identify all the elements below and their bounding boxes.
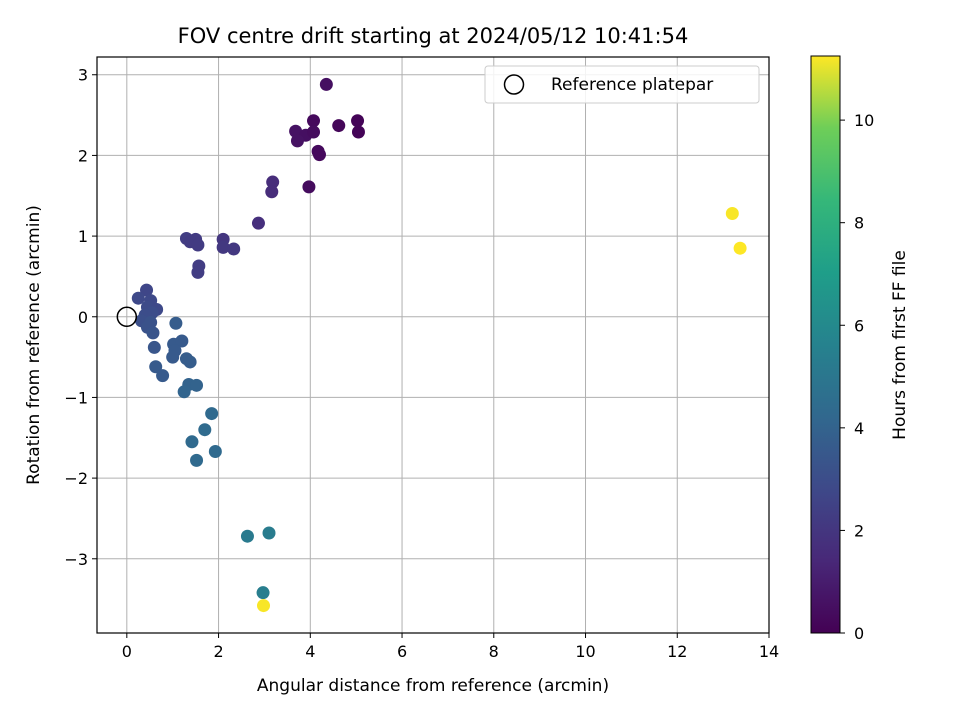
plot-area-frame <box>96 56 770 634</box>
data-point <box>147 340 161 354</box>
legend-marker <box>503 74 525 95</box>
data-point <box>149 360 163 374</box>
data-point <box>307 114 321 128</box>
data-point <box>190 453 204 467</box>
data-point <box>351 114 365 128</box>
data-point <box>319 77 333 91</box>
data-point <box>140 283 154 297</box>
y-axis-ticks: −3 −2 −1 0 1 2 3 <box>64 66 97 569</box>
x-tick-label: 4 <box>305 642 315 661</box>
legend: Reference platepar <box>484 65 760 104</box>
legend-box <box>484 65 760 104</box>
colorbar-label: Hours from first FF file <box>890 250 910 440</box>
x-axis-ticks: 0 2 4 6 8 10 12 14 <box>122 633 779 661</box>
x-tick-label: 14 <box>759 642 779 661</box>
data-point <box>302 180 316 194</box>
colorbar-tick-label: 8 <box>854 214 864 233</box>
data-point <box>290 134 304 148</box>
data-point <box>183 355 197 369</box>
colorbar-tick-label: 10 <box>854 111 874 130</box>
x-tick-label: 0 <box>122 642 132 661</box>
data-point <box>733 241 747 255</box>
y-tick-label: 1 <box>78 227 88 246</box>
data-point <box>266 175 280 189</box>
y-tick-label: −1 <box>64 388 88 407</box>
data-point <box>332 119 346 133</box>
data-point <box>307 125 321 139</box>
data-point <box>166 350 180 364</box>
data-point <box>177 385 191 399</box>
data-point <box>240 529 254 543</box>
data-point <box>251 216 265 230</box>
data-point <box>146 326 160 340</box>
data-point <box>289 124 303 138</box>
y-tick-label: 3 <box>78 66 88 85</box>
colorbar-tick-label: 0 <box>854 624 864 643</box>
y-tick-label: 2 <box>78 146 88 165</box>
data-point <box>185 435 199 449</box>
data-point <box>312 148 326 162</box>
data-point <box>169 316 183 330</box>
y-tick-label: −2 <box>64 469 88 488</box>
x-tick-label: 6 <box>397 642 407 661</box>
data-point <box>191 265 205 279</box>
colorbar-gradient <box>810 55 841 634</box>
data-point <box>190 378 204 392</box>
data-point <box>205 407 219 421</box>
colorbar-tick-label: 4 <box>854 419 864 438</box>
data-point <box>175 334 189 348</box>
x-tick-label: 8 <box>489 642 499 661</box>
colorbar-tick-label: 6 <box>854 316 864 335</box>
x-tick-label: 2 <box>213 642 223 661</box>
data-point <box>265 185 279 199</box>
data-point <box>725 207 739 221</box>
x-axis-label: Angular distance from reference (arcmin) <box>257 676 609 696</box>
chart-title: FOV centre drift starting at 2024/05/12 … <box>178 24 689 48</box>
data-point <box>216 240 230 254</box>
y-tick-label: 0 <box>78 308 88 327</box>
data-point <box>227 242 241 256</box>
colorbar: 0 2 4 6 8 10 Hours from first FF file <box>810 55 910 643</box>
data-point <box>262 526 276 540</box>
data-point <box>198 423 212 437</box>
y-tick-label: −3 <box>64 550 88 569</box>
data-point <box>351 125 365 139</box>
colorbar-ticks: 0 2 4 6 8 10 <box>840 111 874 643</box>
data-point <box>191 238 205 252</box>
grid <box>97 57 770 633</box>
data-point <box>131 291 145 305</box>
data-point <box>156 369 170 383</box>
colorbar-tick-label: 2 <box>854 521 864 540</box>
data-point <box>208 444 222 458</box>
x-tick-label: 12 <box>667 642 687 661</box>
x-tick-label: 10 <box>575 642 595 661</box>
data-points <box>131 77 747 613</box>
reference-point-marker <box>116 306 138 328</box>
data-point <box>256 586 270 600</box>
data-point <box>257 599 271 613</box>
y-axis-label: Rotation from reference (arcmin) <box>24 205 44 485</box>
legend-label: Reference platepar <box>551 75 713 95</box>
